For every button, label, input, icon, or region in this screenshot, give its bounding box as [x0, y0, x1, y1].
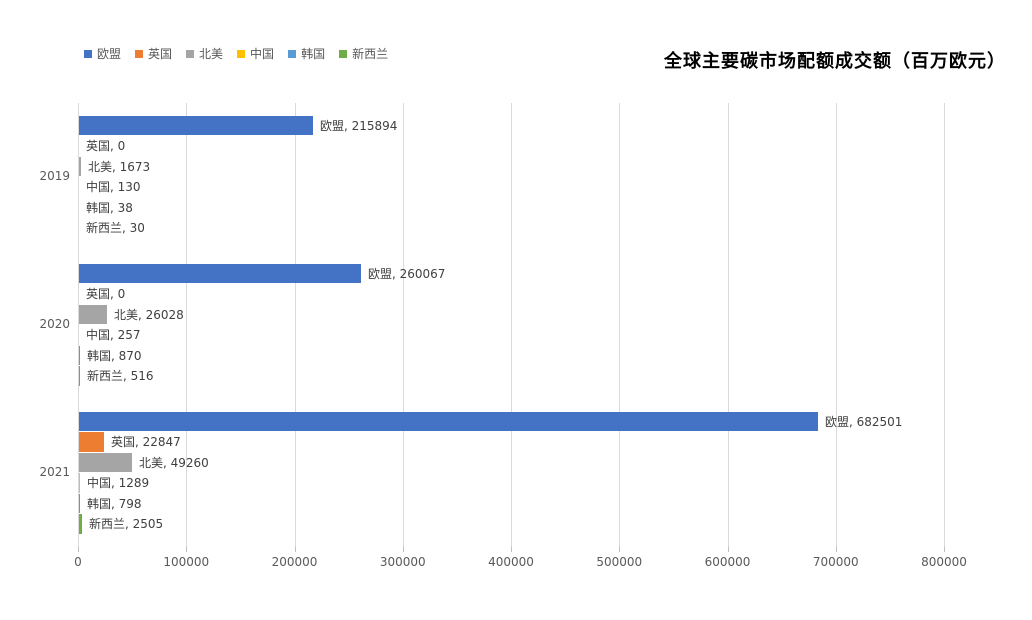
legend-swatch-icon	[237, 49, 246, 58]
data-label-欧盟-2020: 欧盟, 260067	[368, 266, 446, 281]
data-label-北美-2019: 北美, 1673	[88, 159, 151, 174]
gridline	[186, 103, 188, 547]
data-label-韩国-2019: 韩国, 38	[86, 200, 133, 215]
legend-item-6: 新西兰	[339, 45, 388, 62]
x-tick-label: 800000	[921, 555, 967, 569]
x-axis-tick	[727, 547, 729, 552]
bar-欧盟-2019	[79, 115, 313, 135]
legend-label: 北美	[199, 47, 224, 61]
chart-title: 全球主要碳市场配额成交额（百万欧元）	[664, 51, 1006, 72]
x-tick-label: 0	[74, 555, 82, 569]
gridline	[835, 103, 837, 547]
legend-item-1: 欧盟	[84, 45, 121, 62]
y-axis-label: 2020	[39, 317, 70, 331]
x-axis-tick	[186, 547, 188, 552]
data-label-新西兰-2020: 新西兰, 516	[87, 369, 154, 384]
bar-新西兰-2021	[79, 514, 82, 534]
legend-label: 欧盟	[97, 47, 122, 61]
data-label-英国-2019: 英国, 0	[86, 139, 126, 154]
bar-欧盟-2021	[79, 411, 818, 431]
x-axis-tick	[835, 547, 837, 552]
x-tick-label: 200000	[271, 555, 318, 569]
x-tick-label: 500000	[596, 555, 643, 569]
gridline	[402, 103, 404, 547]
x-tick-label: 700000	[812, 555, 859, 569]
x-tick-label: 600000	[704, 555, 751, 569]
x-tick-label: 100000	[163, 555, 210, 569]
bar-中国-2021	[79, 473, 80, 493]
plot-area: 0 100000 200000 300000 400000 500000 600000 700…	[39, 103, 967, 569]
data-label-欧盟-2021: 欧盟, 682501	[825, 414, 903, 429]
chart-legend: 欧盟 英国 北美 中国 韩国 新西兰	[84, 45, 388, 62]
data-label-新西兰-2019: 新西兰, 30	[86, 221, 145, 236]
gridline	[619, 103, 621, 547]
data-label-新西兰-2021: 新西兰, 2505	[89, 517, 164, 532]
x-tick-label: 400000	[488, 555, 534, 569]
y-axis-label: 2021	[39, 465, 70, 479]
legend-swatch-icon	[135, 49, 144, 58]
data-label-中国-2019: 中国, 130	[86, 180, 141, 195]
x-axis-tick	[619, 547, 621, 552]
legend-label: 英国	[148, 47, 173, 61]
data-label-北美-2021: 北美, 49260	[139, 455, 209, 470]
legend-item-3: 北美	[186, 45, 223, 62]
x-axis-tick	[402, 547, 404, 552]
bar-北美-2021	[79, 452, 132, 472]
x-axis-tick	[294, 547, 296, 552]
data-label-英国-2020: 英国, 0	[86, 287, 126, 302]
legend-swatch-icon	[339, 49, 348, 58]
gridline	[294, 103, 296, 547]
bar-北美-2019	[79, 156, 81, 176]
bar-北美-2020	[79, 304, 107, 324]
data-label-中国-2020: 中国, 257	[86, 328, 141, 343]
x-axis-tick	[511, 547, 512, 552]
gridline	[944, 103, 945, 547]
bar-英国-2021	[79, 432, 104, 452]
legend-label: 韩国	[301, 47, 326, 61]
data-label-中国-2021: 中国, 1289	[87, 476, 150, 491]
legend-swatch-icon	[288, 49, 297, 58]
bar-韩国-2021	[79, 493, 80, 513]
bar-新西兰-2020	[79, 366, 80, 386]
legend-item-5: 韩国	[288, 45, 325, 62]
legend-item-4: 中国	[237, 45, 274, 62]
data-label-韩国-2020: 韩国, 870	[87, 348, 142, 363]
y-axis-label: 2019	[39, 169, 70, 183]
data-label-北美-2020: 北美, 26028	[114, 307, 184, 322]
bar-韩国-2020	[79, 345, 80, 365]
legend-label: 新西兰	[352, 47, 389, 61]
gridline	[511, 103, 512, 547]
x-axis-tick	[944, 547, 945, 552]
legend-swatch-icon	[186, 49, 195, 58]
legend-swatch-icon	[84, 49, 92, 58]
x-axis-tick	[78, 547, 79, 552]
legend-item-2: 英国	[135, 45, 172, 62]
gridline	[78, 103, 79, 547]
data-label-韩国-2021: 韩国, 798	[87, 496, 142, 511]
data-label-英国-2021: 英国, 22847	[111, 435, 181, 450]
bar-欧盟-2020	[79, 263, 361, 283]
x-tick-label: 300000	[379, 555, 426, 569]
data-label-欧盟-2019: 欧盟, 215894	[320, 118, 398, 133]
legend-label: 中国	[250, 47, 275, 61]
gridline	[727, 103, 729, 547]
